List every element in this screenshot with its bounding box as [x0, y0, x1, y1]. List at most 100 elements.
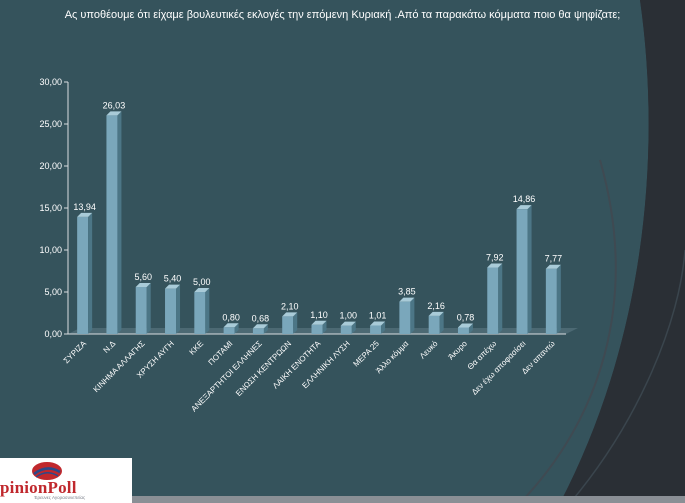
bar-front	[77, 216, 89, 334]
bar-side	[205, 288, 210, 334]
bar-top	[516, 205, 532, 210]
bar-top	[545, 264, 561, 269]
bar-top	[311, 320, 327, 325]
data-label: 3,85	[398, 287, 416, 297]
bar	[223, 323, 239, 334]
x-tick-label: ΠΟΤΑΜΙ	[207, 339, 235, 367]
logo-wordmark: pinionPoll	[0, 478, 77, 497]
bar-side	[146, 282, 151, 334]
bar-top	[252, 324, 268, 329]
bar-side	[293, 312, 298, 334]
bar	[135, 282, 151, 334]
bar	[194, 288, 210, 334]
bar	[165, 284, 181, 334]
bar	[487, 263, 503, 334]
bar-side	[498, 263, 503, 334]
bar-top	[77, 212, 93, 217]
bar-side	[88, 212, 93, 334]
bar-front	[135, 286, 147, 334]
bar-front	[545, 268, 557, 334]
data-label: 2,16	[427, 301, 445, 311]
y-tick-label: 0,00	[44, 329, 62, 339]
data-label: 0,78	[457, 312, 475, 322]
chart-bars	[77, 111, 561, 335]
logo-emblem-icon	[32, 462, 62, 480]
x-tick-label: ΣΥΡΙΖΑ	[62, 339, 89, 366]
bar	[252, 324, 268, 334]
bottom-strip	[132, 496, 685, 503]
data-label: 13,94	[73, 202, 96, 212]
bar-side	[176, 284, 181, 334]
opinionpoll-logo: pinionPoll Έρευνες Αγορασυνεπείας	[0, 458, 132, 503]
bar	[428, 311, 444, 334]
logo-subtitle: Έρευνες Αγορασυνεπείας	[34, 495, 86, 500]
data-label: 14,86	[513, 194, 536, 204]
data-label: 1,10	[310, 310, 328, 320]
bar-front	[106, 115, 118, 335]
bar-front	[516, 209, 528, 334]
bar-top	[399, 297, 415, 302]
data-label: 5,60	[134, 272, 152, 282]
x-tick-label: ΜΕΡΑ 25	[351, 339, 381, 369]
bar-top	[223, 323, 239, 328]
bar-side	[117, 111, 122, 335]
bar-top	[165, 284, 181, 289]
bar	[340, 321, 356, 334]
bar	[106, 111, 122, 335]
x-tick-label: Λευκό	[418, 339, 440, 361]
bar-front	[370, 325, 382, 334]
data-label: 26,03	[103, 100, 126, 110]
bar	[516, 205, 532, 334]
y-tick-label: 10,00	[39, 245, 62, 255]
bar-front	[487, 267, 499, 334]
data-label: 1,01	[369, 311, 387, 321]
bar-front	[457, 327, 469, 334]
bar	[311, 320, 327, 334]
bar-front	[194, 292, 206, 334]
bar	[77, 212, 93, 334]
bar-top	[428, 311, 444, 316]
x-tick-label: ΚΙΝΗΜΑ ΑΛΛΑΓΗΣ	[92, 339, 147, 394]
data-label: 5,40	[164, 274, 182, 284]
bar	[545, 264, 561, 334]
bar-side	[381, 321, 386, 334]
bar-top	[487, 263, 503, 268]
y-tick-label: 15,00	[39, 203, 62, 213]
x-tick-label: ΕΝΩΣΗ ΚΕΝΤΡΩΩΝ	[234, 339, 293, 398]
bar-front	[165, 288, 177, 334]
bar-front	[311, 324, 323, 334]
data-label: 5,00	[193, 277, 211, 287]
data-label: 0,68	[252, 313, 270, 323]
y-tick-label: 30,00	[39, 77, 62, 87]
bar-side	[322, 320, 327, 334]
bar	[282, 312, 298, 334]
bar	[457, 323, 473, 334]
bar-top	[340, 321, 356, 326]
data-label: 7,77	[545, 254, 563, 264]
data-label: 7,92	[486, 252, 504, 262]
bar-top	[106, 111, 122, 116]
bar-front	[282, 316, 294, 334]
bar-side	[263, 324, 268, 334]
bar-front	[223, 327, 235, 334]
data-label: 0,80	[222, 312, 240, 322]
x-tick-label: Ν.Δ	[102, 339, 118, 355]
bar-side	[527, 205, 532, 334]
data-labels: 13,94 26,03 5,60 5,40 5,00 0,80 0,68 2,10 1,10 1,…	[73, 100, 562, 323]
bar-top	[194, 288, 210, 292]
y-tick-label: 25,00	[39, 119, 62, 129]
bar-top	[370, 321, 386, 326]
bar-front	[340, 325, 352, 334]
bar-top	[457, 323, 473, 328]
bar-side	[410, 297, 415, 334]
chart-title: Ας υποθέουμε ότι είχαμε βουλευτικές εκλο…	[64, 9, 621, 21]
bar-front	[428, 315, 440, 334]
y-tick-label: 5,00	[44, 287, 62, 297]
y-tick-label: 20,00	[39, 161, 62, 171]
bar	[399, 297, 415, 334]
data-label: 1,00	[340, 311, 358, 321]
bar-side	[234, 323, 239, 334]
